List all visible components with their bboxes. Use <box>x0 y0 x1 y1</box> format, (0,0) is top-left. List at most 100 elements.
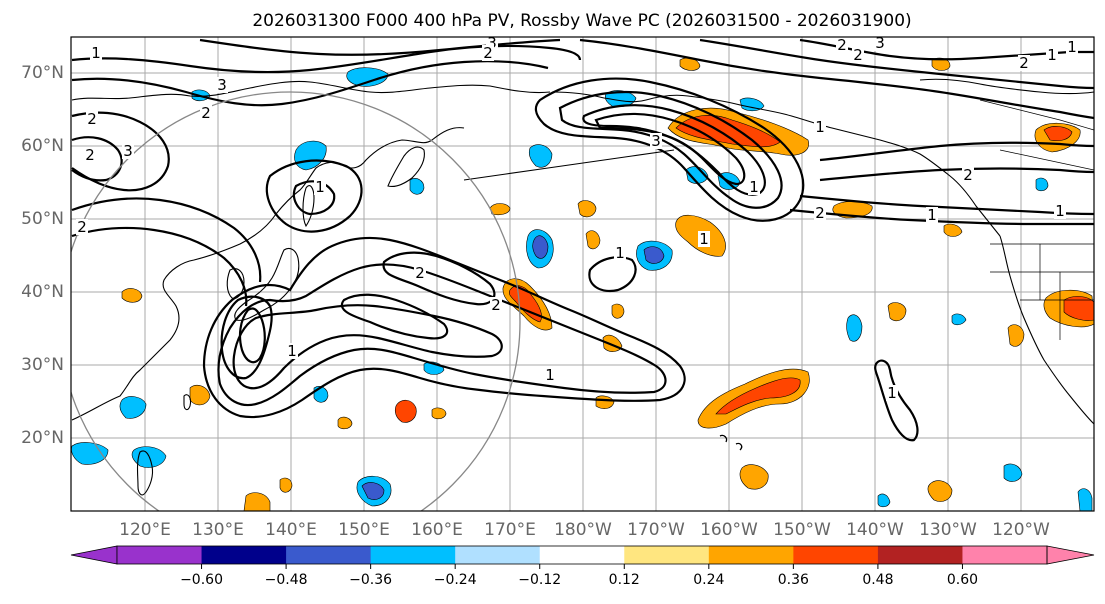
contour-label: 1 <box>545 366 555 384</box>
colorbar-swatch <box>877 546 963 564</box>
pv-anomaly-blue-12 <box>685 166 709 184</box>
lon-label-140w: 140°W <box>846 520 904 540</box>
negative-pv-anomalies <box>71 67 1093 511</box>
colorbar-extend-max <box>1046 545 1095 565</box>
contour-north-4 <box>71 136 123 182</box>
lat-label-40n: 40°N <box>21 282 64 302</box>
pv-anomaly-small-4 <box>739 464 769 490</box>
contour-label: 3 <box>217 76 227 94</box>
contour-label: 1 <box>1067 38 1077 56</box>
rossby-reference-circle <box>71 91 521 511</box>
contour-north-6 <box>199 38 561 56</box>
contour-label: 1 <box>927 206 937 224</box>
longitude-labels: 120°E 130°E 140°E 150°E 160°E 170°E 180°… <box>119 520 1050 540</box>
pv-anomaly-blue-1-core <box>532 235 549 259</box>
coast-asia-north <box>71 80 551 101</box>
colorbar-tick-label: −0.60 <box>180 572 223 588</box>
contour-asia-trough-3 <box>232 304 503 390</box>
contour-zonal-1 <box>579 38 1094 120</box>
contour-gulf-3 <box>582 104 766 196</box>
lon-label-120w: 120°W <box>992 520 1050 540</box>
lon-label-160w: 160°W <box>700 520 758 540</box>
contour-label-bg <box>286 343 298 359</box>
contour-label: 2 <box>1019 54 1029 72</box>
contour-label-bg <box>1054 203 1066 219</box>
coast-alaska <box>551 91 1001 237</box>
lon-label-150w: 150°W <box>773 520 831 540</box>
contour-label: 1 <box>615 244 625 262</box>
contour-label-bg <box>814 205 826 221</box>
coast-kamchatka <box>387 146 425 188</box>
contour-north-3 <box>71 111 170 192</box>
pv-anomaly-blue-2-core <box>643 246 665 264</box>
contour-north-1 <box>71 44 582 74</box>
colorbar-tick-label: 0.48 <box>862 572 893 588</box>
pv-anomaly-blue-16 <box>1077 488 1093 511</box>
contour-zonal-3 <box>789 208 1094 226</box>
pv-anomaly-blue-6 <box>71 442 109 465</box>
contour-label: 1 <box>749 178 759 196</box>
lon-label-170e: 170°E <box>484 520 536 540</box>
pv-anomaly-alaska-coast-core <box>1043 126 1073 142</box>
contour-label: 1 <box>1055 202 1065 220</box>
pv-anomaly-small-14 <box>931 57 951 71</box>
contour-label: 2 <box>853 46 863 64</box>
contour-label-bg <box>1046 47 1058 63</box>
lon-label-160e: 160°E <box>411 520 463 540</box>
pv-anomaly-small-11 <box>243 492 271 511</box>
lon-label-150e: 150°E <box>338 520 390 540</box>
pv-anomaly-small-3 <box>585 230 601 250</box>
contour-label: 1 <box>287 342 297 360</box>
colorbar-swatch <box>370 546 456 564</box>
contour-north-2 <box>71 60 549 107</box>
colorbar-tick-label: 0.60 <box>947 572 978 588</box>
lat-label-70n: 70°N <box>21 63 64 83</box>
contour-label: 3 <box>875 34 885 52</box>
map-frame <box>70 36 1095 512</box>
pv-anomaly-blue-7 <box>119 396 147 419</box>
colorbar-swatch <box>455 546 541 564</box>
contour-label-bg <box>886 385 898 401</box>
contour-label-bg <box>874 35 886 51</box>
pv-anomaly-small-1 <box>489 203 511 216</box>
lat-label-20n: 20°N <box>21 428 64 448</box>
contour-label-bg <box>314 179 326 195</box>
contour-zonal-2 <box>799 194 1094 216</box>
contour-label-bg <box>84 147 96 163</box>
colorbar-tick-label: −0.48 <box>265 572 308 588</box>
contour-label: 3 <box>651 132 661 150</box>
lon-label-140e: 140°E <box>265 520 317 540</box>
contour-label: 2 <box>491 296 501 314</box>
contour-label-bg <box>122 143 134 159</box>
coast-taiwan <box>183 394 192 411</box>
contour-label-bg <box>748 179 760 195</box>
contour-kamchatka-1 <box>265 159 363 233</box>
pv-anomaly-small-5 <box>927 480 953 502</box>
colorbar-swatch <box>286 546 372 564</box>
contour-label-bg <box>90 45 102 61</box>
contour-label-bg <box>1018 55 1030 71</box>
contour-label: 2 <box>77 218 87 236</box>
contour-label: 1 <box>815 118 825 136</box>
colorbar-tick-label: 0.36 <box>778 572 809 588</box>
pv-anomaly-west-coast-core <box>1063 296 1094 321</box>
contour-label-bg <box>698 231 710 247</box>
state-borders <box>990 243 1094 340</box>
colorbar-swatch <box>539 546 625 564</box>
latitude-labels: 70°N 60°N 50°N 40°N 30°N 20°N <box>21 63 64 448</box>
contour-label: 2 <box>963 166 973 184</box>
lat-label-50n: 50°N <box>21 209 64 229</box>
contour-label-bg <box>86 111 98 127</box>
coast-na-west <box>999 235 1094 425</box>
contour-asia-trough-5 <box>238 307 266 364</box>
pv-anomaly-small-6 <box>887 302 907 322</box>
colorbar-tick-label: 0.24 <box>693 572 724 588</box>
pv-anomaly-small-19 <box>611 303 625 319</box>
contour-zonal-5 <box>819 141 1094 162</box>
coast-aleutians <box>463 149 675 181</box>
pv-anomaly-subtropic-a <box>394 399 417 423</box>
pv-anomaly-blue-22 <box>951 313 967 326</box>
contour-label-bg <box>1066 39 1078 55</box>
